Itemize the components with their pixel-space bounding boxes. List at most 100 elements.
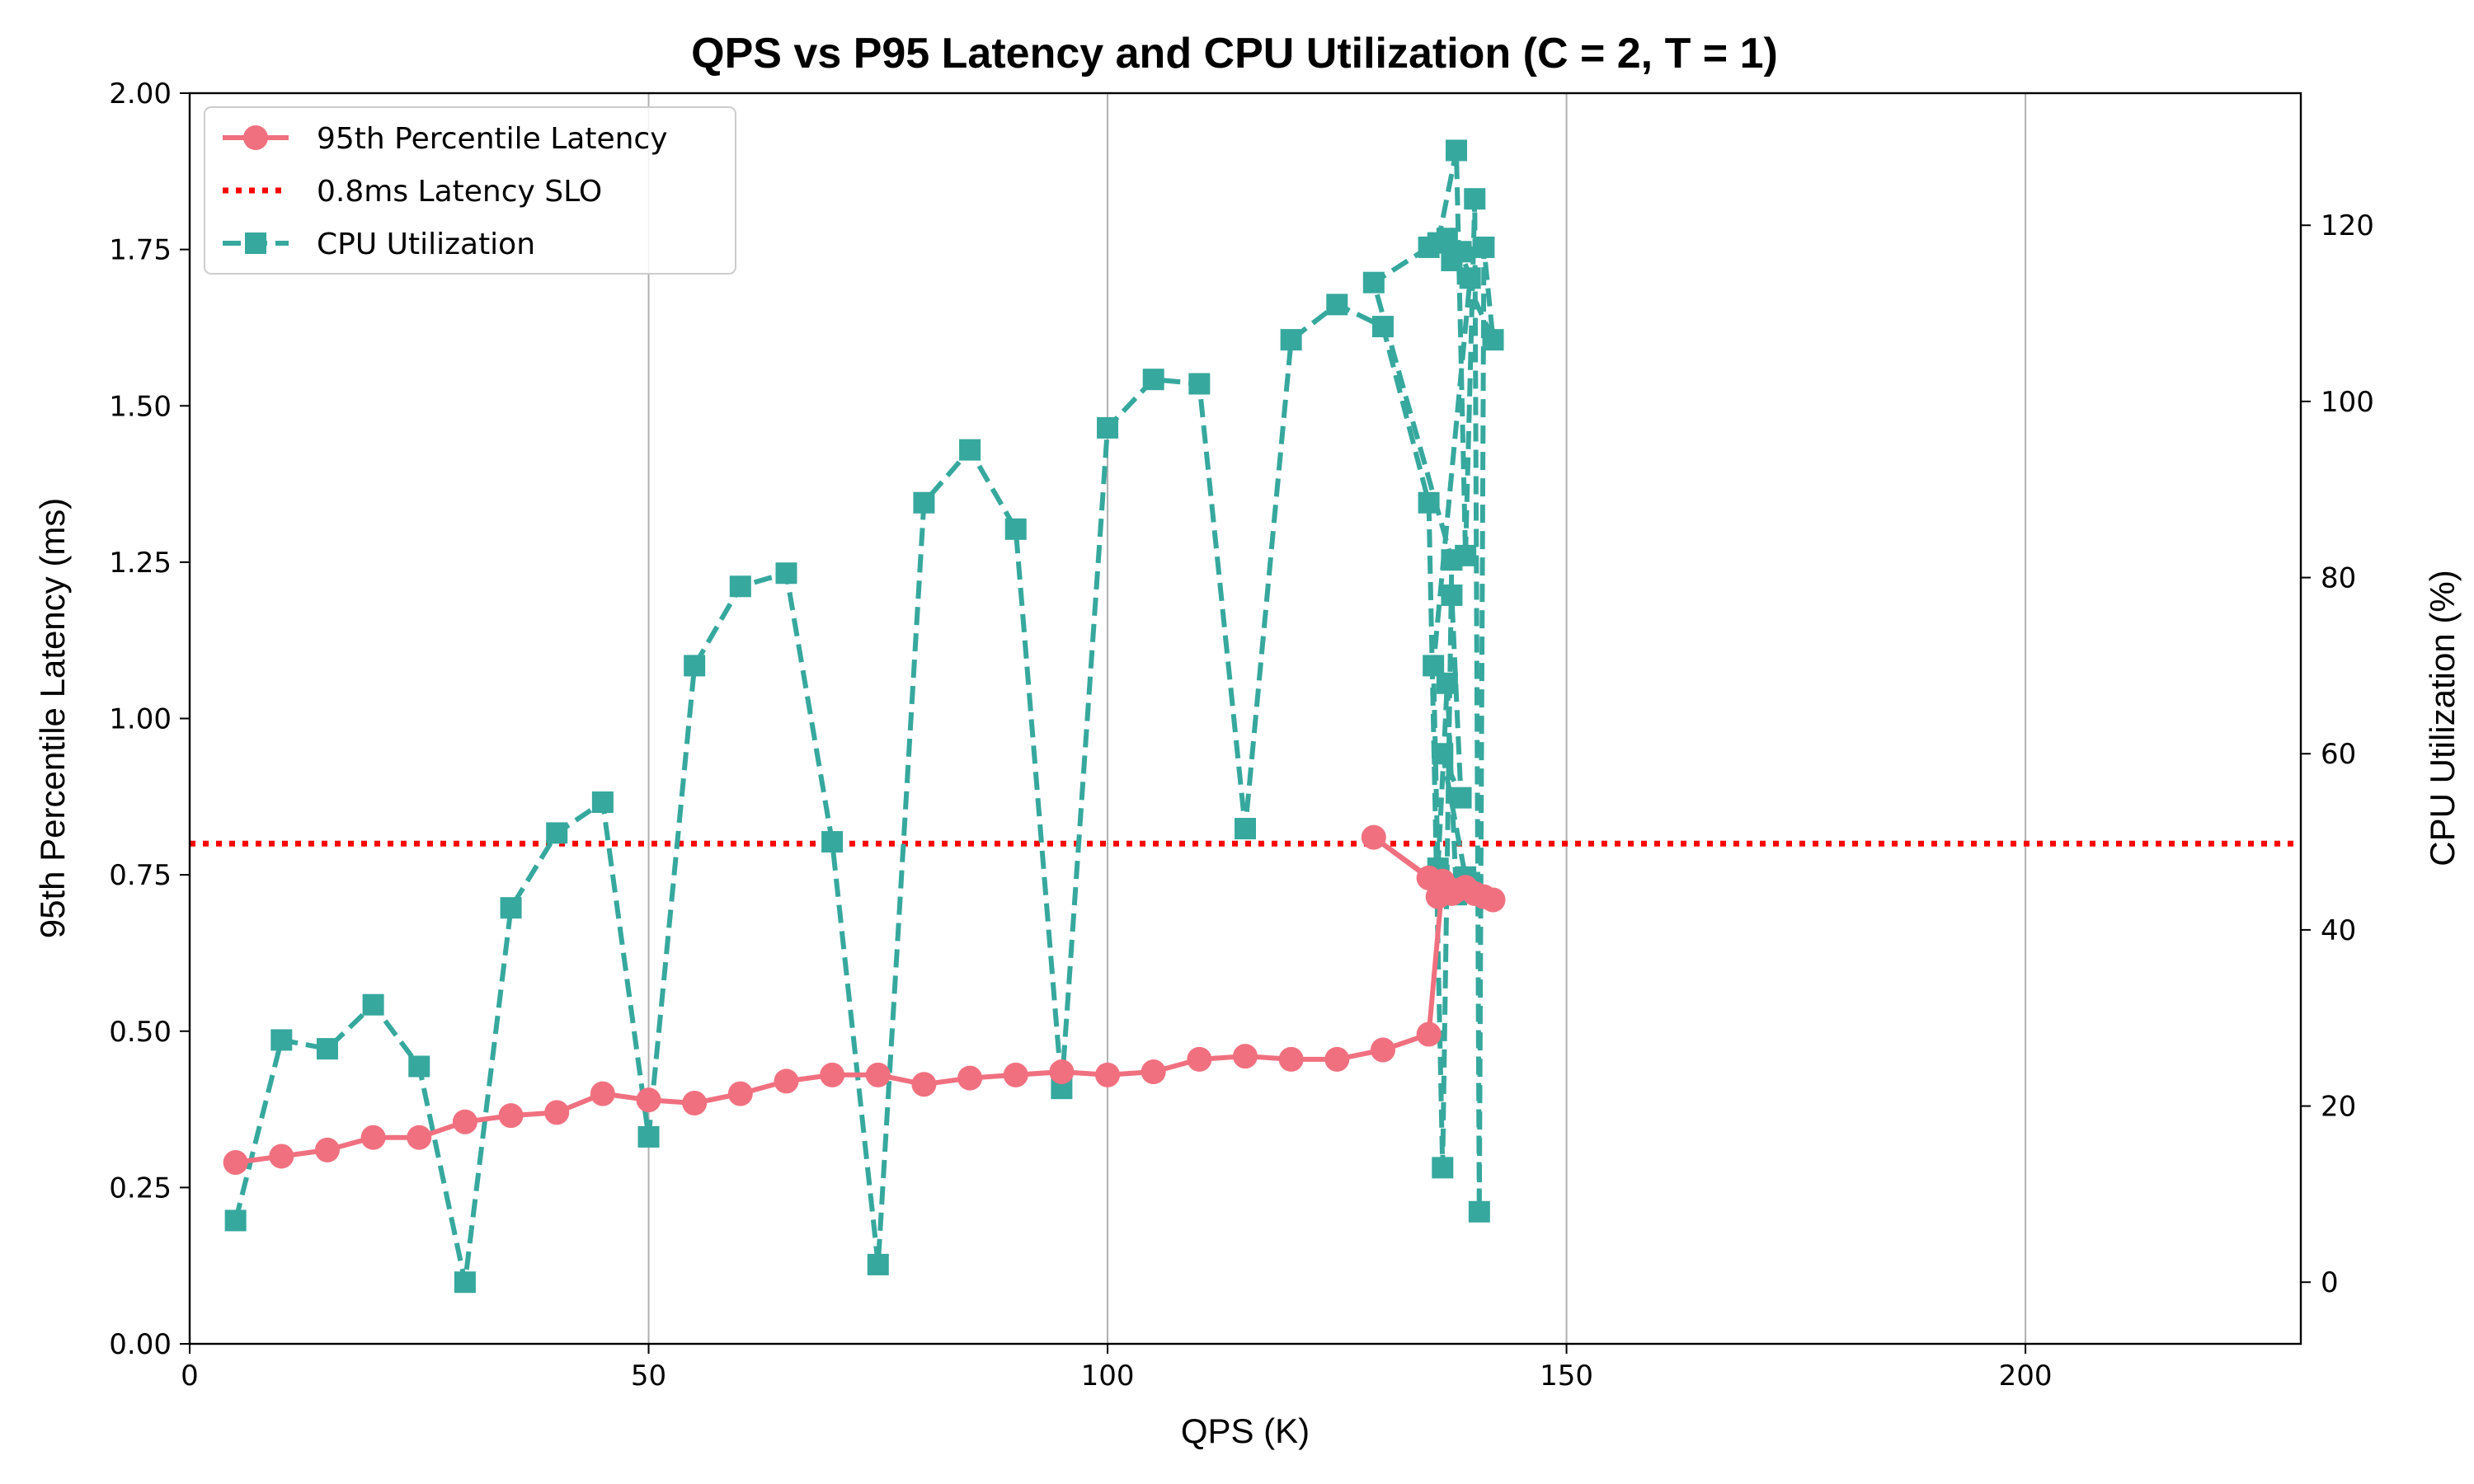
cpu-marker bbox=[1432, 1157, 1454, 1179]
cpu-marker bbox=[1280, 329, 1302, 351]
latency-marker bbox=[498, 1103, 524, 1129]
latency-marker bbox=[865, 1062, 891, 1087]
cpu-marker bbox=[913, 491, 935, 514]
cpu-marker bbox=[959, 439, 981, 461]
cpu-marker bbox=[1473, 236, 1495, 258]
x-tick-label: 100 bbox=[1081, 1360, 1135, 1392]
cpu-marker bbox=[224, 1209, 247, 1232]
y2-tick-label: 60 bbox=[2321, 738, 2356, 771]
cpu-marker bbox=[1455, 544, 1477, 566]
cpu-marker bbox=[1482, 329, 1504, 351]
latency-marker bbox=[911, 1072, 937, 1097]
cpu-marker bbox=[500, 897, 522, 919]
cpu-marker bbox=[1450, 787, 1472, 809]
latency-marker bbox=[1370, 1037, 1395, 1063]
cpu-marker bbox=[775, 562, 797, 585]
cpu-marker bbox=[1450, 241, 1472, 263]
y-axis-label: 95th Percentile Latency (ms) bbox=[33, 498, 72, 939]
y-tick-label: 1.00 bbox=[109, 703, 172, 736]
y2-tick-label: 80 bbox=[2321, 562, 2356, 595]
cpu-marker bbox=[729, 575, 751, 598]
cpu-marker bbox=[591, 791, 614, 813]
y-tick-label: 0.00 bbox=[109, 1328, 172, 1361]
cpu-marker bbox=[1468, 1200, 1490, 1223]
cpu-marker bbox=[1362, 271, 1385, 294]
latency-marker bbox=[360, 1125, 386, 1150]
cpu-marker bbox=[270, 1029, 293, 1051]
cpu-marker bbox=[1188, 373, 1211, 395]
latency-marker bbox=[269, 1144, 294, 1169]
latency-marker bbox=[957, 1065, 983, 1091]
cpu-marker bbox=[1418, 491, 1440, 514]
cpu-marker bbox=[867, 1253, 889, 1275]
legend-item-latency: 95th Percentile Latency bbox=[223, 122, 668, 156]
latency-marker bbox=[407, 1125, 432, 1150]
y-tick-label: 1.50 bbox=[109, 390, 172, 423]
latency-marker bbox=[682, 1090, 708, 1115]
cpu-marker bbox=[1436, 672, 1458, 694]
y-tick-label: 1.25 bbox=[109, 547, 172, 580]
latency-marker bbox=[820, 1062, 845, 1087]
latency-marker bbox=[1003, 1062, 1028, 1087]
latency-marker bbox=[1141, 1059, 1166, 1085]
cpu-marker bbox=[1371, 316, 1394, 338]
latency-marker bbox=[1416, 1021, 1442, 1047]
x-tick-label: 150 bbox=[1540, 1360, 1593, 1392]
latency-marker bbox=[544, 1100, 570, 1125]
latency-marker bbox=[1233, 1044, 1258, 1069]
latency-marker bbox=[1095, 1062, 1121, 1087]
x-tick-label: 200 bbox=[1999, 1360, 2053, 1392]
latency-marker bbox=[590, 1081, 615, 1106]
y2-tick-label: 100 bbox=[2321, 386, 2374, 419]
cpu-marker bbox=[546, 822, 568, 844]
latency-marker bbox=[1278, 1046, 1304, 1072]
latency-marker bbox=[1480, 887, 1506, 913]
latency-marker bbox=[727, 1081, 753, 1106]
y2-tick-label: 20 bbox=[2321, 1091, 2356, 1124]
cpu-marker bbox=[1326, 294, 1348, 316]
cpu-marker bbox=[684, 655, 706, 677]
legend: 95th Percentile Latency 0.8ms Latency SL… bbox=[204, 106, 736, 275]
latency-marker bbox=[1324, 1046, 1350, 1072]
latency-marker bbox=[452, 1109, 477, 1134]
axes-layer: 0 50 100 150 2000.000.250.500.751.001.251.50… bbox=[109, 77, 2374, 1392]
chart-title: QPS vs P95 Latency and CPU Utilization (… bbox=[691, 30, 1778, 77]
y-tick-label: 1.75 bbox=[109, 234, 172, 267]
cpu-marker bbox=[1097, 416, 1119, 439]
cpu-marker bbox=[1235, 818, 1256, 840]
cpu-marker bbox=[408, 1055, 430, 1078]
cpu-marker bbox=[1459, 267, 1481, 289]
cpu-marker bbox=[1441, 584, 1463, 606]
cpu-marker bbox=[362, 993, 384, 1016]
x-axis-label: QPS (K) bbox=[1181, 1411, 1310, 1450]
latency-marker bbox=[1361, 824, 1386, 850]
cpu-marker bbox=[1004, 518, 1027, 540]
latency-marker bbox=[223, 1150, 248, 1176]
y-tick-label: 2.00 bbox=[109, 77, 172, 110]
cpu-marker bbox=[454, 1271, 476, 1294]
x-tick-label: 50 bbox=[631, 1360, 666, 1392]
latency-marker bbox=[1187, 1046, 1212, 1072]
cpu-marker bbox=[1464, 188, 1486, 210]
latency-marker bbox=[774, 1068, 799, 1094]
cpu-marker bbox=[1446, 139, 1467, 162]
latency-series-layer bbox=[223, 824, 1506, 1176]
legend-slo-label: 0.8ms Latency SLO bbox=[317, 175, 602, 209]
legend-latency-label: 95th Percentile Latency bbox=[317, 122, 668, 156]
latency-marker bbox=[1049, 1059, 1075, 1085]
cpu-marker bbox=[637, 1125, 660, 1148]
legend-box bbox=[204, 106, 736, 275]
cpu-marker bbox=[1432, 743, 1454, 765]
legend-latency-marker bbox=[243, 125, 268, 150]
legend-cpu-label: CPU Utilization bbox=[317, 228, 535, 261]
y-tick-label: 0.50 bbox=[109, 1016, 172, 1049]
y-tick-label: 0.75 bbox=[109, 859, 172, 892]
legend-item-cpu: CPU Utilization bbox=[223, 228, 535, 261]
y2-tick-label: 40 bbox=[2321, 914, 2356, 947]
legend-item-slo: 0.8ms Latency SLO bbox=[223, 175, 602, 209]
cpu-marker bbox=[821, 831, 844, 853]
latency-marker bbox=[636, 1087, 661, 1113]
legend-cpu-marker bbox=[245, 232, 266, 254]
latency-marker bbox=[314, 1137, 340, 1162]
